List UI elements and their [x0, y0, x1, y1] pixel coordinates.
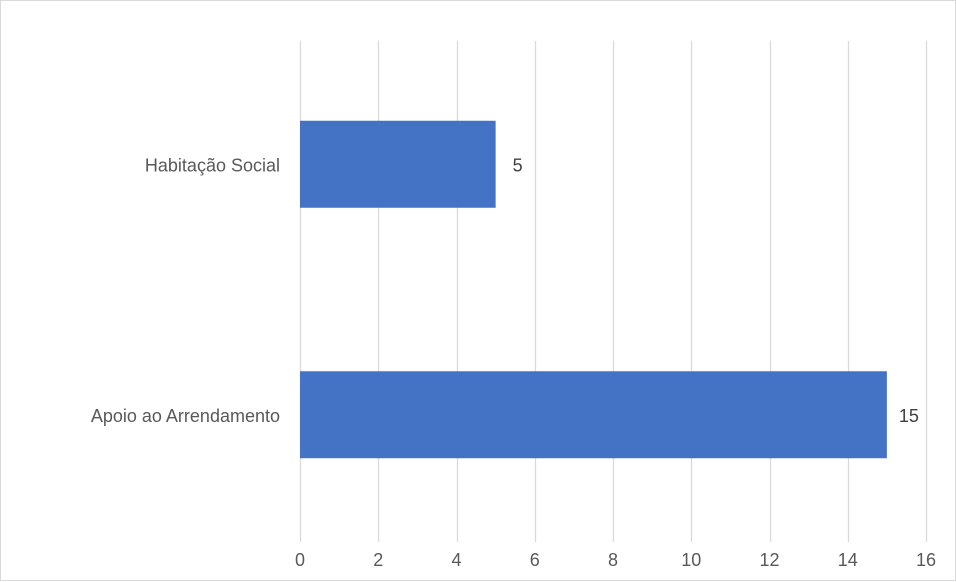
data-label: 5: [513, 155, 523, 175]
x-tick-label: 16: [916, 550, 936, 570]
x-tick-label: 14: [838, 550, 858, 570]
x-tick-label: 0: [295, 550, 305, 570]
bars: [300, 120, 887, 459]
bar: [300, 371, 887, 459]
x-tick-label: 8: [608, 550, 618, 570]
gridlines: [299, 41, 928, 542]
x-tick-label: 10: [681, 550, 701, 570]
x-tick-label: 2: [373, 550, 383, 570]
data-labels: 5 15: [513, 155, 919, 426]
data-label: 15: [899, 406, 919, 426]
x-tick-label: 6: [530, 550, 540, 570]
x-tick-label: 12: [759, 550, 779, 570]
category-labels: Habitação Social Apoio ao Arrendamento: [91, 155, 280, 426]
x-axis-tick-labels: 0 2 4 6 8 10 12 14 16: [295, 550, 936, 570]
category-label: Apoio ao Arrendamento: [91, 406, 280, 426]
bar: [300, 120, 496, 208]
category-label: Habitação Social: [145, 155, 280, 175]
x-tick-label: 4: [451, 550, 461, 570]
